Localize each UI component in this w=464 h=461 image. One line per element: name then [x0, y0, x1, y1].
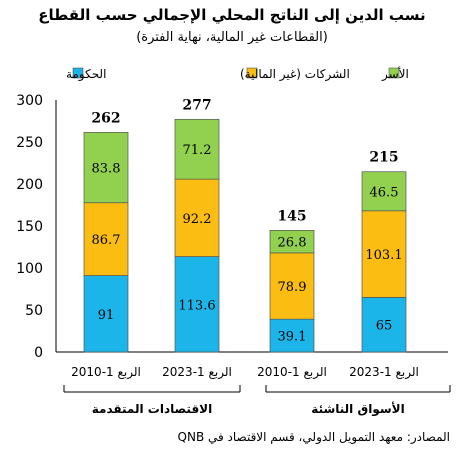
bar-segment: [269, 318, 315, 353]
data-label: 65: [376, 319, 393, 334]
chart-subtitle: (القطاعات غير المالية، نهاية الفترة): [136, 30, 328, 45]
x-tick-label: الربع 1-2010: [71, 365, 141, 380]
legend-label: الشركات (غير المالية): [240, 67, 350, 82]
x-tick-label: الربع 1-2010: [257, 365, 327, 380]
legend-swatch: [246, 67, 258, 79]
data-label: 113.6: [178, 298, 215, 313]
bar-segment: [174, 256, 220, 353]
data-label: 71.2: [183, 143, 212, 158]
legend-swatch: [388, 67, 400, 79]
data-label: 46.5: [370, 185, 399, 200]
bar-segment: [269, 230, 315, 254]
bar-segment: [174, 118, 220, 180]
data-label: 103.1: [365, 248, 402, 263]
y-tick-label: 250: [16, 135, 43, 151]
y-tick-label: 100: [16, 261, 43, 277]
y-tick-label: 150: [16, 219, 43, 235]
group-label: الأسواق الناشئة: [311, 401, 404, 417]
bar-segment: [83, 131, 129, 204]
data-label: 83.8: [92, 162, 121, 177]
data-label: 39.1: [278, 330, 307, 345]
x-tick-label: الربع 1-2023: [162, 365, 232, 380]
bar-segment: [83, 275, 129, 353]
legend-label: الأسر: [381, 66, 409, 82]
data-label: 86.7: [92, 233, 121, 248]
y-tick-label: 0: [34, 345, 43, 361]
y-tick-label: 50: [25, 303, 43, 319]
x-tick-label: الربع 1-2023: [349, 365, 419, 380]
data-label: 91: [98, 308, 115, 323]
data-label: 26.8: [278, 236, 307, 251]
legend-label: الحكومة: [66, 67, 106, 82]
bar-segment: [269, 252, 315, 320]
bar-segment: [83, 202, 129, 276]
y-tick-label: 300: [16, 93, 43, 109]
total-label: 145: [277, 208, 306, 224]
bar-segment: [361, 171, 407, 212]
y-tick-label: 200: [16, 177, 43, 193]
bar-segment: [174, 178, 220, 257]
total-label: 277: [182, 97, 211, 113]
data-label: 78.9: [278, 280, 307, 295]
data-label: 92.2: [183, 212, 212, 227]
total-label: 262: [91, 110, 120, 126]
group-label: الاقتصادات المتقدمة: [92, 402, 212, 416]
chart-title: نسب الدين إلى الناتج المحلي الإجمالي حسب…: [38, 6, 426, 24]
source-note: المصادر: معهد التمويل الدولي، قسم الاقتص…: [177, 430, 450, 444]
legend-swatch: [72, 67, 84, 79]
total-label: 215: [369, 150, 398, 166]
bar-segment: [361, 297, 407, 353]
